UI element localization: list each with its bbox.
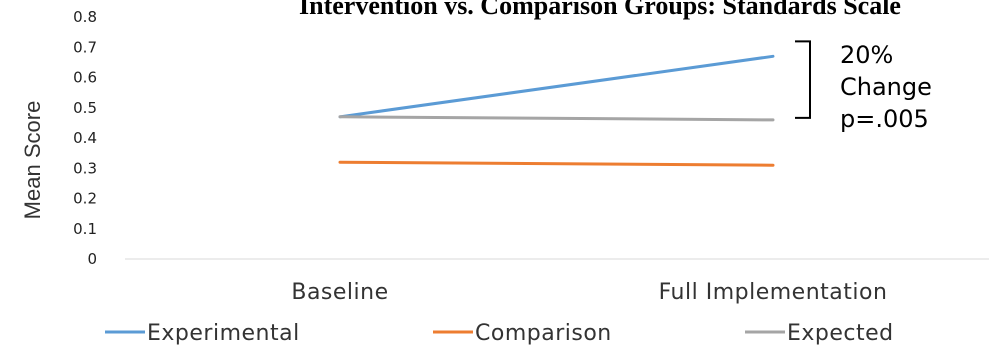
x-category-label: Baseline	[291, 280, 388, 305]
series-line-experimental	[340, 56, 773, 117]
y-tick-label: 0.2	[73, 190, 97, 208]
x-category-labels: Baseline Full Implementation	[291, 280, 887, 305]
y-tick-label: 0.5	[73, 99, 97, 117]
y-tick-label: 0.7	[73, 38, 97, 56]
y-tick-label: 0	[87, 250, 97, 268]
y-tick-label: 0.8	[73, 8, 97, 26]
annotation-text: Change	[840, 73, 932, 101]
y-tick-label: 0.3	[73, 159, 97, 177]
y-tick-label: 0.1	[73, 220, 97, 238]
annotation-text: 20%	[840, 41, 893, 69]
chart-title: Intervention vs. Comparison Groups: Stan…	[299, 0, 901, 20]
change-bracket	[795, 41, 810, 118]
legend-label-comparison: Comparison	[475, 321, 612, 346]
y-tick-label: 0.4	[73, 129, 97, 147]
annotation-text: p=.005	[840, 105, 929, 133]
series-line-expected	[340, 117, 773, 120]
y-tick-label: 0.6	[73, 69, 97, 87]
series-lines	[340, 56, 773, 165]
y-axis-label: Mean Score	[20, 101, 45, 220]
legend-label-expected: Expected	[787, 321, 894, 346]
series-line-comparison	[340, 162, 773, 165]
x-category-label: Full Implementation	[659, 280, 888, 305]
legend-label-experimental: Experimental	[147, 321, 300, 346]
legend: Experimental Comparison Expected	[105, 321, 894, 346]
y-tick-labels: 0 0.1 0.2 0.3 0.4 0.5 0.6 0.7 0.8	[73, 8, 97, 268]
change-annotation: 20% Change p=.005	[795, 41, 932, 133]
